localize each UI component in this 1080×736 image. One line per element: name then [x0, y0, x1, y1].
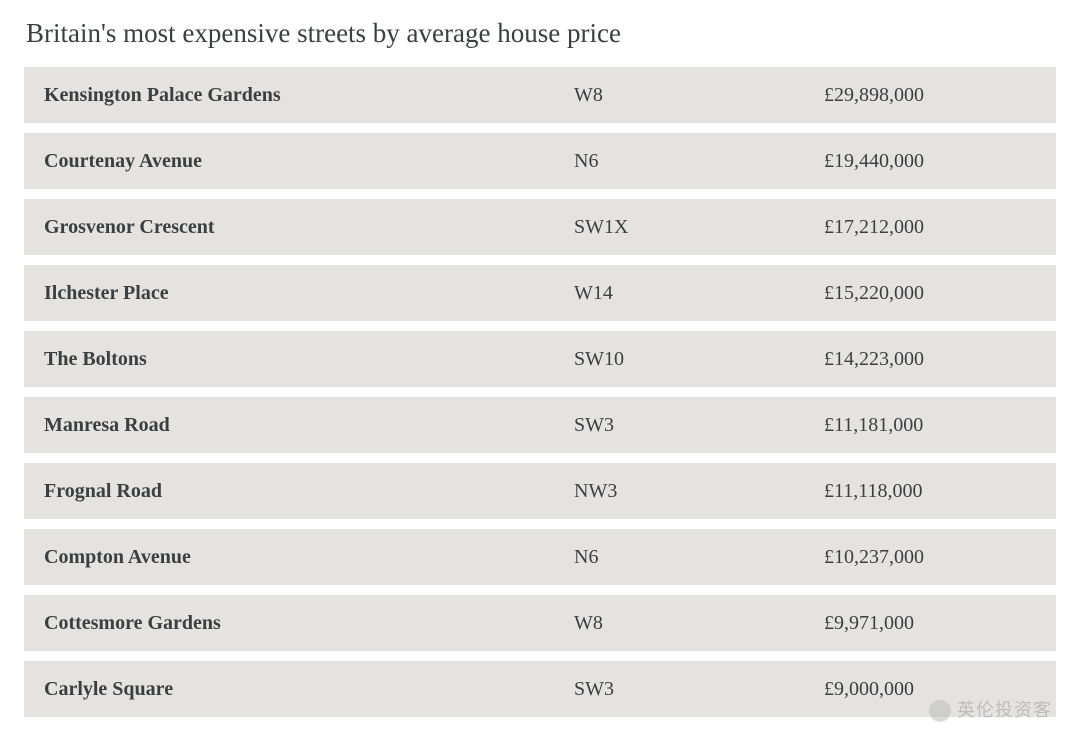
cell-street: Ilchester Place: [44, 282, 574, 305]
cell-postcode: W8: [574, 84, 824, 107]
cell-street: Courtenay Avenue: [44, 150, 574, 173]
cell-price: £9,971,000: [824, 612, 1036, 635]
page-title: Britain's most expensive streets by aver…: [26, 18, 1056, 49]
cell-postcode: N6: [574, 150, 824, 173]
page: Britain's most expensive streets by aver…: [0, 0, 1080, 717]
cell-price: £11,118,000: [824, 480, 1036, 503]
table-row: Compton Avenue N6 £10,237,000: [24, 529, 1056, 585]
cell-postcode: SW10: [574, 348, 824, 371]
cell-price: £9,000,000: [824, 678, 1036, 701]
cell-street: The Boltons: [44, 348, 574, 371]
cell-postcode: SW3: [574, 414, 824, 437]
cell-postcode: N6: [574, 546, 824, 569]
table-row: Grosvenor Crescent SW1X £17,212,000: [24, 199, 1056, 255]
table-row: Ilchester Place W14 £15,220,000: [24, 265, 1056, 321]
table-row: Manresa Road SW3 £11,181,000: [24, 397, 1056, 453]
cell-price: £10,237,000: [824, 546, 1036, 569]
table-row: The Boltons SW10 £14,223,000: [24, 331, 1056, 387]
cell-postcode: SW3: [574, 678, 824, 701]
cell-postcode: W14: [574, 282, 824, 305]
cell-street: Grosvenor Crescent: [44, 216, 574, 239]
cell-price: £11,181,000: [824, 414, 1036, 437]
cell-postcode: W8: [574, 612, 824, 635]
cell-postcode: SW1X: [574, 216, 824, 239]
cell-street: Frognal Road: [44, 480, 574, 503]
cell-price: £14,223,000: [824, 348, 1036, 371]
table-row: Courtenay Avenue N6 £19,440,000: [24, 133, 1056, 189]
streets-table: Kensington Palace Gardens W8 £29,898,000…: [24, 67, 1056, 717]
cell-price: £15,220,000: [824, 282, 1036, 305]
cell-postcode: NW3: [574, 480, 824, 503]
table-row: Cottesmore Gardens W8 £9,971,000: [24, 595, 1056, 651]
table-row: Kensington Palace Gardens W8 £29,898,000: [24, 67, 1056, 123]
cell-price: £17,212,000: [824, 216, 1036, 239]
cell-price: £29,898,000: [824, 84, 1036, 107]
cell-street: Cottesmore Gardens: [44, 612, 574, 635]
table-row: Frognal Road NW3 £11,118,000: [24, 463, 1056, 519]
cell-price: £19,440,000: [824, 150, 1036, 173]
cell-street: Kensington Palace Gardens: [44, 84, 574, 107]
cell-street: Manresa Road: [44, 414, 574, 437]
table-row: Carlyle Square SW3 £9,000,000: [24, 661, 1056, 717]
cell-street: Compton Avenue: [44, 546, 574, 569]
cell-street: Carlyle Square: [44, 678, 574, 701]
